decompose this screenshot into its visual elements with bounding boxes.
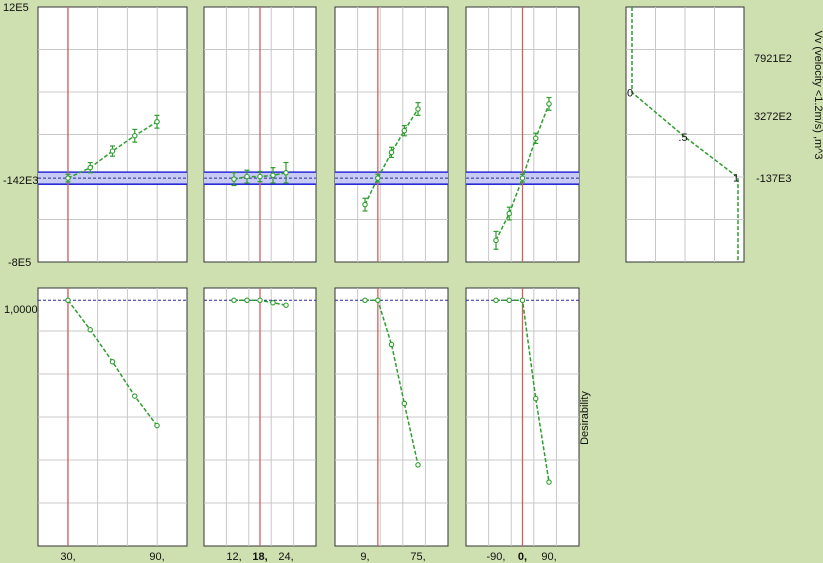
profile-level-label: 1 — [733, 172, 739, 184]
desirability-point — [506, 297, 512, 304]
x-tick-label: -90, — [487, 551, 506, 563]
prediction-point — [257, 173, 263, 180]
x-tick-label: 0, — [518, 551, 527, 563]
prediction-point — [401, 127, 408, 134]
desirability-point — [388, 341, 395, 348]
prediction-point — [244, 173, 250, 180]
profile-ytick-1: 7921E2 — [754, 53, 792, 65]
desirability-axis-label: Desirability — [579, 391, 591, 445]
plot-panels: 30, 90, 12, 18, 24, 9, 75, -90, 0, 90, 0 .5 1 — [37, 6, 745, 563]
desirability-point — [231, 297, 237, 304]
pred-ytick-current: -142E3 — [3, 175, 38, 187]
prediction-point — [493, 237, 499, 244]
desirability-point — [519, 297, 526, 304]
prediction-point — [519, 175, 526, 181]
profile-y-axis-label: Vv (velocity <1.2m/s) ,m^3 — [812, 31, 823, 160]
x-tick-label: 90, — [149, 551, 164, 563]
desirability-point — [415, 462, 421, 468]
desirability-point — [270, 299, 276, 306]
desirability-point — [283, 302, 289, 308]
prediction-point — [231, 176, 237, 182]
desirability-point — [65, 297, 71, 304]
prediction-point — [270, 172, 276, 179]
desirability-point — [401, 400, 408, 407]
pred-ytick-top: 12E5 — [3, 2, 29, 14]
prediction-point — [506, 210, 512, 217]
desirability-point — [257, 297, 263, 304]
prediction-point — [65, 175, 71, 181]
x-tick-label: 90, — [541, 551, 556, 563]
desirability-point — [109, 358, 116, 365]
prediction-point — [362, 201, 368, 208]
desirability-point — [375, 297, 381, 304]
desirability-point — [87, 327, 94, 333]
prediction-point — [132, 133, 138, 139]
prediction-series-3 — [364, 108, 419, 205]
prediction-point — [87, 164, 94, 171]
profile-ytick-2: 3272E2 — [754, 111, 792, 123]
profile-level-label: 0 — [627, 87, 633, 99]
desirability-point — [362, 297, 368, 304]
desirability-ytick: 1,0000 — [4, 304, 38, 316]
x-tick-label: 75, — [410, 551, 425, 563]
profile-level-label: .5 — [678, 132, 687, 144]
prediction-point — [154, 119, 160, 125]
x-tick-label: 9, — [360, 551, 369, 563]
response-profile-series — [631, 7, 739, 262]
desirability-point — [154, 422, 160, 429]
profile-ytick-3: -137E3 — [756, 173, 791, 185]
desirability-point — [493, 297, 499, 304]
x-tick-label: 18, — [252, 551, 267, 563]
x-tick-label: 24, — [278, 551, 293, 563]
prediction-point — [388, 149, 395, 156]
prediction-point — [109, 148, 116, 154]
x-tick-label: 30, — [60, 551, 75, 563]
pred-ytick-bottom: -8E5 — [8, 257, 31, 269]
prediction-point — [532, 135, 539, 142]
desirability-series-3 — [365, 299, 419, 466]
desirability-point — [532, 395, 539, 402]
prediction-point — [283, 170, 289, 176]
prediction-point — [415, 106, 421, 112]
prediction-point — [375, 175, 381, 181]
prediction-point — [546, 101, 552, 107]
x-tick-label: 12, — [226, 551, 241, 563]
desirability-point — [244, 297, 250, 304]
desirability-point — [546, 479, 552, 485]
desirability-point — [132, 393, 138, 399]
